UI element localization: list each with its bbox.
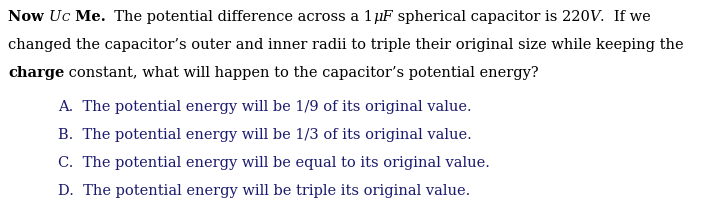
Text: V: V bbox=[590, 10, 600, 24]
Text: changed the capacitor’s outer and inner radii to triple their original size whil: changed the capacitor’s outer and inner … bbox=[8, 38, 684, 52]
Text: Now: Now bbox=[8, 10, 49, 24]
Text: C.  The potential energy will be equal to its original value.: C. The potential energy will be equal to… bbox=[58, 155, 490, 169]
Text: μF: μF bbox=[373, 10, 393, 24]
Text: charge: charge bbox=[8, 66, 65, 80]
Text: The potential difference across a 1: The potential difference across a 1 bbox=[105, 10, 373, 24]
Text: spherical capacitor is 220: spherical capacitor is 220 bbox=[393, 10, 590, 24]
Text: A.  The potential energy will be 1/9 of its original value.: A. The potential energy will be 1/9 of i… bbox=[58, 100, 472, 113]
Text: D.  The potential energy will be triple its original value.: D. The potential energy will be triple i… bbox=[58, 183, 470, 197]
Text: U: U bbox=[49, 10, 61, 24]
Text: Me.: Me. bbox=[69, 10, 105, 24]
Text: B.  The potential energy will be 1/3 of its original value.: B. The potential energy will be 1/3 of i… bbox=[58, 127, 472, 141]
Text: .  If we: . If we bbox=[600, 10, 651, 24]
Text: constant, what will happen to the capacitor’s potential energy?: constant, what will happen to the capaci… bbox=[65, 66, 539, 80]
Text: C: C bbox=[61, 13, 69, 23]
